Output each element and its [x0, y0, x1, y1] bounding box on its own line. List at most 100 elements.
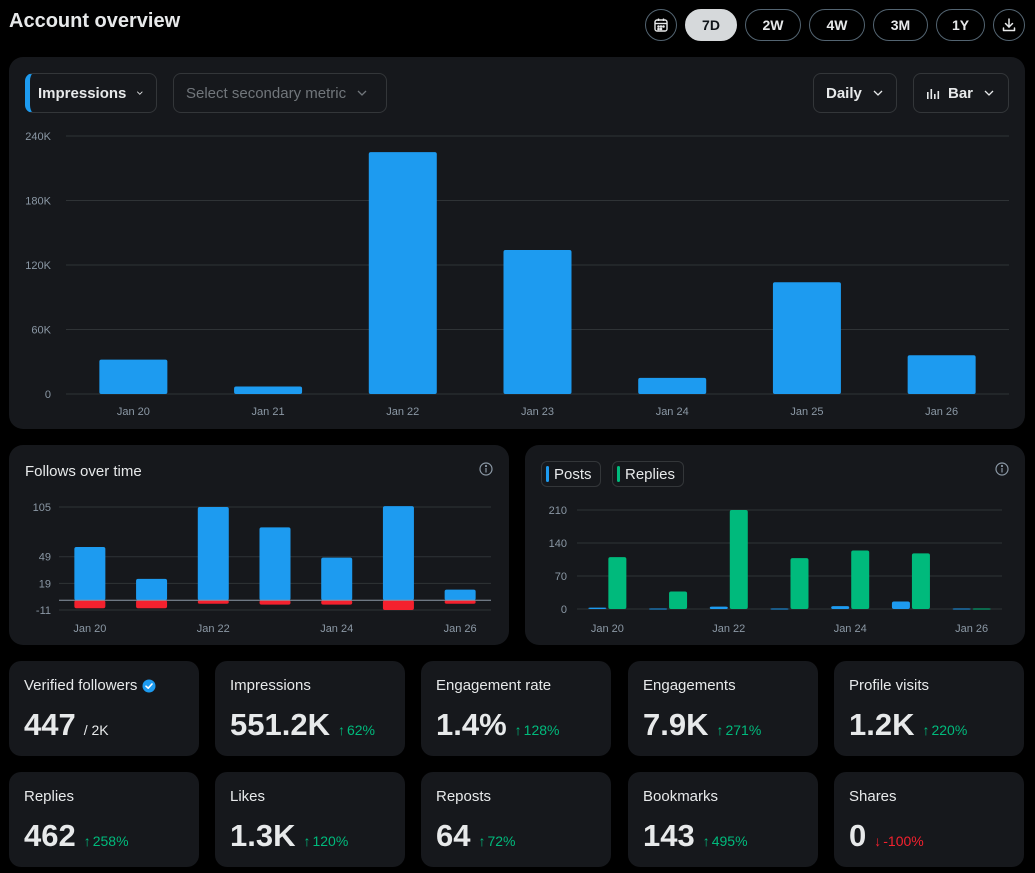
impressions-bar: [638, 377, 707, 394]
chart-type-dropdown[interactable]: Bar: [913, 73, 1009, 113]
card-label: Likes: [230, 788, 266, 805]
card-value: 1.3K: [230, 818, 296, 853]
card-value: 7.9K: [643, 707, 709, 742]
posts-bar: [649, 608, 668, 610]
posts-bar: [588, 607, 607, 609]
range-2w-button[interactable]: 2W: [745, 9, 801, 41]
y-tick-label: 120K: [25, 260, 51, 272]
posts-bar: [709, 606, 728, 609]
card-delta-value: 271%: [725, 722, 762, 738]
card-engagements[interactable]: Engagements 7.9K ↑ 271%: [628, 661, 818, 756]
card-delta: ↑ 62%: [338, 722, 375, 738]
card-delta-value: 220%: [931, 722, 968, 738]
x-tick-label: Jan 25: [790, 406, 823, 418]
unfollows-bar: [259, 600, 291, 605]
card-impressions[interactable]: Impressions 551.2K ↑ 62%: [215, 661, 405, 756]
card-delta: ↑ 72%: [478, 833, 515, 849]
x-tick-label: Jan 22: [386, 406, 419, 418]
y-tick-label: 180K: [25, 196, 51, 208]
primary-metric-dropdown[interactable]: Impressions: [25, 73, 157, 113]
calendar-icon: [654, 18, 668, 32]
y-tick-label: 0: [561, 604, 567, 616]
x-tick-label: Jan 22: [712, 623, 745, 635]
card-delta-value: 120%: [312, 833, 349, 849]
range-7d-button[interactable]: 7D: [685, 9, 737, 41]
x-tick-label: Jan 24: [320, 623, 353, 635]
card-value-wrap: 462 ↑ 258%: [24, 818, 129, 854]
download-button[interactable]: [993, 9, 1025, 41]
card-engagement-rate[interactable]: Engagement rate 1.4% ↑ 128%: [421, 661, 611, 756]
legend-replies-label: Replies: [625, 465, 676, 483]
info-icon[interactable]: [995, 462, 1009, 476]
card-value: 0: [849, 818, 867, 853]
follows-bar: [136, 578, 168, 601]
arrow-up-icon: ↑: [478, 833, 486, 849]
y-tick-label: 70: [555, 571, 567, 583]
card-value: 551.2K: [230, 707, 330, 742]
card-delta: ↑ 271%: [716, 722, 761, 738]
replies-bar: [608, 557, 627, 609]
x-tick-label: Jan 20: [73, 623, 106, 635]
range-4w-button[interactable]: 4W: [809, 9, 865, 41]
follows-bar: [74, 546, 106, 601]
card-value-wrap: 1.2K ↑ 220%: [849, 707, 967, 743]
card-value: 462: [24, 818, 76, 853]
interval-dropdown[interactable]: Daily: [813, 73, 897, 113]
y-tick-label: 0: [45, 389, 51, 401]
follows-bar: [444, 589, 476, 601]
unfollows-bar: [197, 600, 229, 604]
card-label: Reposts: [436, 788, 492, 805]
card-bookmarks[interactable]: Bookmarks 143 ↑ 495%: [628, 772, 818, 867]
arrow-up-icon: ↑: [716, 722, 724, 738]
replies-swatch: [617, 466, 620, 482]
y-tick-label: 49: [39, 552, 51, 564]
arrow-down-icon: ↓: [874, 833, 882, 849]
card-delta: ↑ 495%: [703, 833, 748, 849]
chevron-down-icon: [873, 90, 883, 96]
card-delta-value: 258%: [92, 833, 129, 849]
follows-title: Follows over time: [25, 463, 142, 480]
card-value: 1.4%: [436, 707, 507, 742]
replies-bar: [851, 550, 870, 609]
replies-bar: [729, 510, 748, 609]
chevron-down-icon: [984, 90, 994, 96]
y-tick-label: 140: [549, 538, 567, 550]
legend-posts-label: Posts: [554, 465, 592, 483]
card-delta-value: 495%: [711, 833, 748, 849]
date-range-selector: 7D 2W 4W 3M 1Y: [645, 9, 1025, 41]
legend-replies[interactable]: Replies: [612, 461, 685, 487]
x-tick-label: Jan 26: [955, 623, 988, 635]
calendar-button[interactable]: [645, 9, 677, 41]
follows-bar: [382, 506, 414, 601]
card-value-wrap: 1.4% ↑ 128%: [436, 707, 559, 743]
card-value-wrap: 447 / 2K: [24, 707, 109, 743]
range-1y-button[interactable]: 1Y: [936, 9, 985, 41]
card-replies[interactable]: Replies 462 ↑ 258%: [9, 772, 199, 867]
card-shares[interactable]: Shares 0 ↓ -100%: [834, 772, 1024, 867]
card-profile-visits[interactable]: Profile visits 1.2K ↑ 220%: [834, 661, 1024, 756]
legend-posts[interactable]: Posts: [541, 461, 601, 487]
card-value-wrap: 64 ↑ 72%: [436, 818, 516, 854]
x-tick-label: Jan 21: [252, 406, 285, 418]
y-tick-label: 210: [549, 505, 567, 517]
card-reposts[interactable]: Reposts 64 ↑ 72%: [421, 772, 611, 867]
x-tick-label: Jan 24: [656, 406, 689, 418]
info-icon[interactable]: [479, 462, 493, 476]
primary-metric-label: Impressions: [38, 84, 127, 102]
arrow-up-icon: ↑: [83, 833, 91, 849]
replies-bar: [972, 608, 991, 610]
card-label: Engagement rate: [436, 677, 552, 694]
card-likes[interactable]: Likes 1.3K ↑ 120%: [215, 772, 405, 867]
card-label: Profile visits: [849, 677, 930, 694]
card-delta: ↑ 258%: [84, 833, 129, 849]
card-verified-followers[interactable]: Verified followers 447 / 2K: [9, 661, 199, 756]
chevron-down-icon: [137, 91, 144, 95]
posts-replies-chart-panel: Posts Replies 0 70 140 210 Jan 20 Jan 22 Jan 2…: [525, 445, 1025, 645]
x-tick-label: Jan 24: [834, 623, 867, 635]
arrow-up-icon: ↑: [337, 722, 345, 738]
range-3m-button[interactable]: 3M: [873, 9, 928, 41]
card-suffix: / 2K: [83, 722, 109, 738]
secondary-metric-dropdown[interactable]: Select secondary metric: [173, 73, 387, 113]
follows-chart-panel: Follows over time -11 19 49 105 Jan 20 Jan 22…: [9, 445, 509, 645]
x-tick-label: Jan 26: [444, 623, 477, 635]
